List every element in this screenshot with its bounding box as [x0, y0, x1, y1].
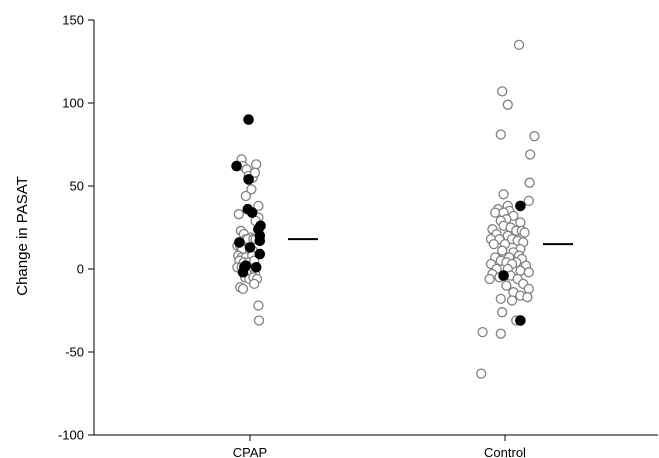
x-tick-label: CPAP — [233, 445, 267, 458]
data-point-open — [525, 149, 536, 160]
data-point-open — [495, 328, 506, 339]
y-tick-label: 150 — [62, 13, 84, 28]
data-point-filled — [243, 174, 254, 185]
data-points — [231, 39, 540, 379]
data-point-open — [524, 177, 535, 188]
data-point-open — [497, 245, 508, 256]
data-point-open — [506, 295, 518, 306]
axes: 150 100 50 0 -50 -100 CPAP Control — [58, 13, 658, 458]
data-point-filled — [234, 237, 245, 248]
data-point-open — [513, 39, 525, 51]
data-point-filled — [515, 200, 526, 212]
data-point-open — [501, 280, 512, 291]
data-point-open — [498, 189, 509, 200]
y-tick-label: 100 — [62, 96, 84, 111]
data-point-open — [490, 207, 501, 218]
data-point-open — [495, 129, 506, 140]
data-point-open — [529, 131, 540, 142]
data-point-open — [253, 300, 264, 311]
data-point-open — [253, 315, 265, 326]
data-point-open — [497, 307, 508, 318]
data-point-filled — [243, 114, 254, 125]
data-point-open — [251, 159, 262, 170]
y-tick-label: 50 — [70, 179, 84, 194]
data-point-open — [484, 273, 495, 285]
data-point-open — [502, 99, 513, 110]
data-point-open — [233, 209, 244, 220]
data-point-open — [522, 292, 533, 303]
y-axis-title: Change in PASAT — [14, 176, 31, 296]
y-tick-label: -50 — [65, 345, 84, 360]
data-point-filled — [237, 267, 249, 278]
data-point-filled — [250, 262, 262, 273]
data-point-open — [495, 293, 506, 305]
data-point-open — [523, 283, 534, 295]
data-point-open — [249, 278, 260, 290]
data-point-filled — [254, 248, 266, 260]
data-point-filled — [244, 242, 256, 253]
data-point-filled — [498, 270, 509, 281]
x-tick-label: Control — [484, 445, 526, 458]
data-point-open — [246, 184, 257, 195]
data-point-open — [515, 217, 526, 228]
data-point-open — [519, 227, 530, 238]
y-tick-label: -100 — [58, 428, 84, 443]
data-point-open — [523, 195, 534, 207]
data-point-filled — [231, 160, 242, 172]
data-point-open — [237, 283, 249, 295]
data-point-open — [497, 86, 508, 97]
data-point-open — [249, 167, 261, 178]
y-tick-label: 0 — [77, 262, 84, 277]
mean-lines — [288, 238, 573, 246]
data-point-open — [488, 238, 499, 250]
data-point-open — [253, 200, 264, 212]
data-point-filled — [254, 235, 266, 247]
data-point-open — [240, 190, 251, 202]
data-point-open — [515, 265, 526, 276]
data-point-open — [523, 267, 534, 278]
data-point-filled — [246, 207, 258, 218]
data-point-filled — [515, 315, 526, 326]
data-point-open — [477, 326, 488, 338]
data-point-open — [476, 368, 487, 379]
